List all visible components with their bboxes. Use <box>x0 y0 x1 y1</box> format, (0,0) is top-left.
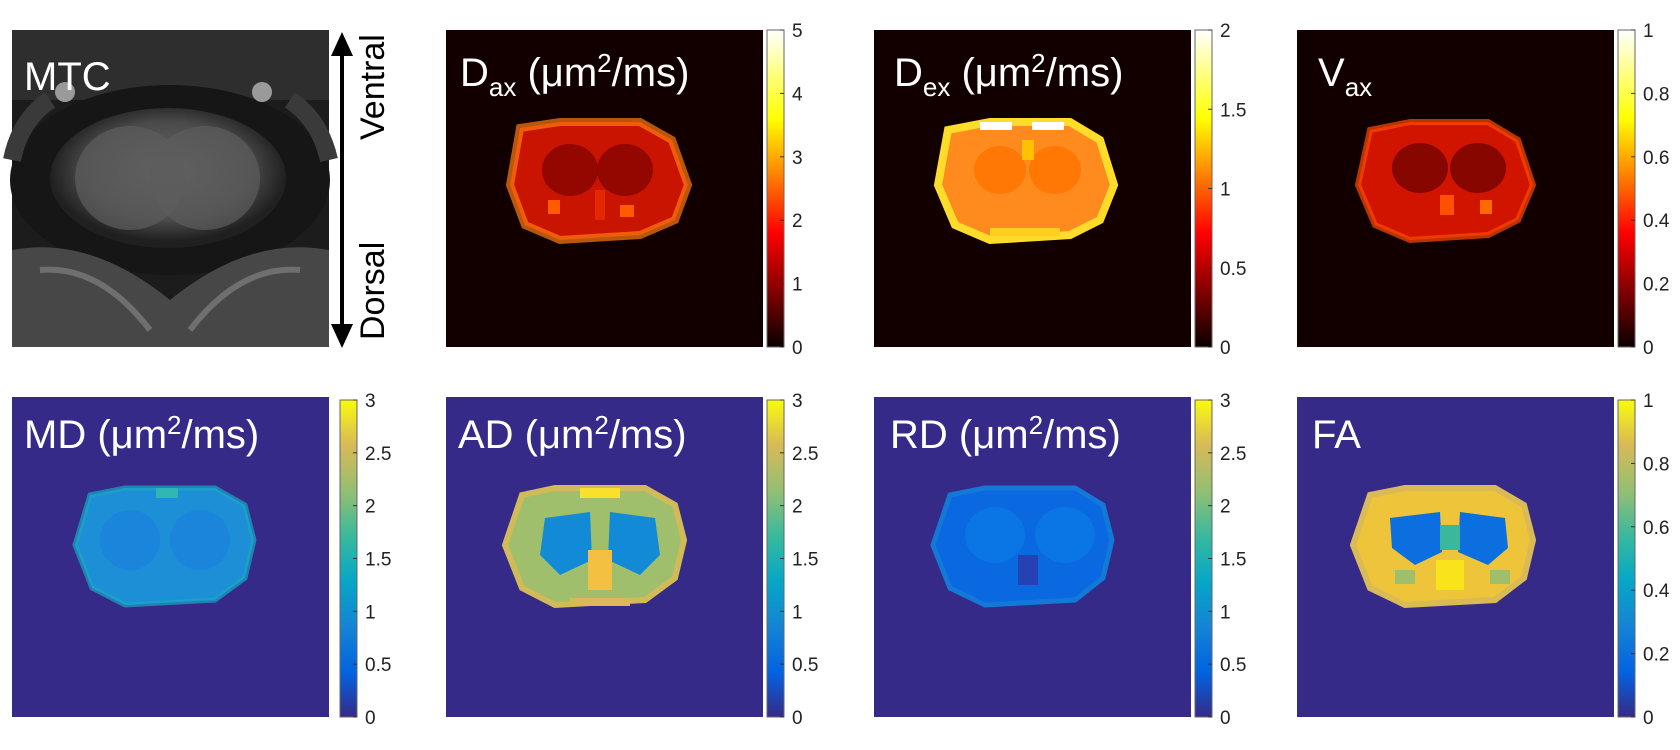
colorbars: 0 1 2 3 4 5 0 0.5 1 1.5 2 0 0.2 0.4 0.6 0.8 1 0 0.5 1 1.5 2 2.… <box>339 21 1670 729</box>
colorbar-tick-label: 0.4 <box>1643 581 1670 602</box>
colorbar-tick-label: 0 <box>792 708 803 729</box>
colorbar-tick-label: 0 <box>1220 338 1231 359</box>
colorbar-tick-label: 1.5 <box>365 550 391 571</box>
map-dax <box>505 118 693 245</box>
panel-md: MD (μm2/ms) <box>12 397 329 717</box>
colorbar-tick-label: 1 <box>1643 21 1654 42</box>
colorbar-tick-label: 0.5 <box>1220 259 1246 280</box>
colorbar-tick-label: 0.2 <box>1643 645 1669 666</box>
colorbar-tick-label: 1 <box>792 275 803 296</box>
colorbar-tick-label: 2 <box>1220 21 1231 42</box>
colorbar-tick-label: 0.6 <box>1643 518 1669 539</box>
colorbar-tick-label: 0 <box>792 338 803 359</box>
panel-label-dex: Dex (μm2/ms) <box>894 48 1123 102</box>
panel-mtc: MTC <box>3 30 338 347</box>
colorbar-tick-label: 0 <box>1643 338 1654 359</box>
map-vax <box>1354 119 1537 244</box>
map-rd <box>930 485 1115 608</box>
colorbar-tick-label: 1.5 <box>1220 100 1246 121</box>
mtc-anatomy <box>3 30 338 347</box>
panel-dex: Dex (μm2/ms) <box>874 30 1191 347</box>
colorbar-tick-label: 0.8 <box>1643 454 1669 475</box>
colorbar-tick-label: 1 <box>365 602 376 623</box>
colorbar-tick-label: 5 <box>792 21 803 42</box>
panel-label-ad: AD (μm2/ms) <box>458 410 687 457</box>
colorbar-tick-label: 0 <box>1220 708 1231 729</box>
colorbar-tick-label: 0.5 <box>1220 655 1246 676</box>
orientation-ventral-label: Ventral <box>354 34 392 140</box>
panel-label-vax: Vax <box>1318 51 1372 102</box>
map-md <box>72 485 257 608</box>
colorbar-tick-label: 0.6 <box>1643 148 1669 169</box>
orientation-dorsal-label: Dorsal <box>354 242 392 340</box>
colorbar-dax: 0 1 2 3 4 5 <box>766 21 803 359</box>
colorbar-dex: 0 0.5 1 1.5 2 <box>1194 21 1246 359</box>
orientation-arrowhead-up <box>331 32 353 56</box>
colorbar-tick-label: 0.5 <box>365 655 391 676</box>
colorbar-tick-label: 3 <box>792 148 803 169</box>
map-ad <box>501 485 688 609</box>
panel-label-fa: FA <box>1312 413 1361 457</box>
colorbar-md: 0 0.5 1 1.5 2 2.5 3 <box>339 391 391 729</box>
colorbar-tick-label: 3 <box>1220 391 1231 412</box>
colorbar-tick-label: 1 <box>1220 602 1231 623</box>
colorbar-tick-label: 2 <box>792 497 803 518</box>
colorbar-tick-label: 2 <box>1220 497 1231 518</box>
colorbar-tick-label: 0.2 <box>1643 275 1669 296</box>
colorbar-vax: 0 0.2 0.4 0.6 0.8 1 <box>1617 21 1670 359</box>
panel-vax: Vax <box>1297 30 1614 347</box>
colorbar-tick-label: 3 <box>792 391 803 412</box>
colorbar-tick-label: 2.5 <box>792 444 818 465</box>
panel-dax: Dax (μm2/ms) <box>446 30 763 347</box>
colorbar-tick-label: 2.5 <box>365 444 391 465</box>
colorbar-gradient <box>1617 399 1636 718</box>
colorbar-tick-label: 2 <box>792 211 803 232</box>
colorbar-tick-label: 0.8 <box>1643 84 1669 105</box>
orientation-arrowhead-down <box>331 324 353 348</box>
colorbar-tick-label: 1 <box>792 602 803 623</box>
colorbar-rd: 0 0.5 1 1.5 2 2.5 3 <box>1194 391 1246 729</box>
panel-label-dax: Dax (μm2/ms) <box>460 48 689 102</box>
panel-label-md: MD (μm2/ms) <box>24 410 259 457</box>
panel-label-rd: RD (μm2/ms) <box>890 410 1121 457</box>
colorbar-tick-label: 3 <box>365 391 376 412</box>
panel-rd: RD (μm2/ms) <box>874 397 1191 717</box>
colorbar-tick-label: 4 <box>792 84 803 105</box>
panel-ad: AD (μm2/ms) <box>446 397 763 717</box>
colorbar-tick-label: 0 <box>1643 708 1654 729</box>
colorbar-tick-label: 1.5 <box>1220 550 1246 571</box>
colorbar-gradient <box>766 29 785 348</box>
map-fa <box>1349 485 1537 609</box>
colorbar-tick-label: 0.5 <box>792 655 818 676</box>
map-dex <box>933 118 1119 245</box>
orientation-arrow: Ventral Dorsal <box>331 32 392 348</box>
colorbar-tick-label: 0.4 <box>1643 211 1670 232</box>
colorbar-ad: 0 0.5 1 1.5 2 2.5 3 <box>766 391 818 729</box>
colorbar-fa: 0 0.2 0.4 0.6 0.8 1 <box>1617 391 1670 729</box>
colorbar-tick-label: 2.5 <box>1220 444 1246 465</box>
colorbar-gradient <box>1617 29 1636 348</box>
colorbar-tick-label: 2 <box>365 497 376 518</box>
colorbar-tick-label: 1.5 <box>792 550 818 571</box>
colorbar-tick-label: 0 <box>365 708 376 729</box>
colorbar-tick-label: 1 <box>1220 180 1231 201</box>
panel-label-mtc: MTC <box>24 55 111 99</box>
colorbar-tick-label: 1 <box>1643 391 1654 412</box>
panel-fa: FA <box>1297 397 1614 717</box>
